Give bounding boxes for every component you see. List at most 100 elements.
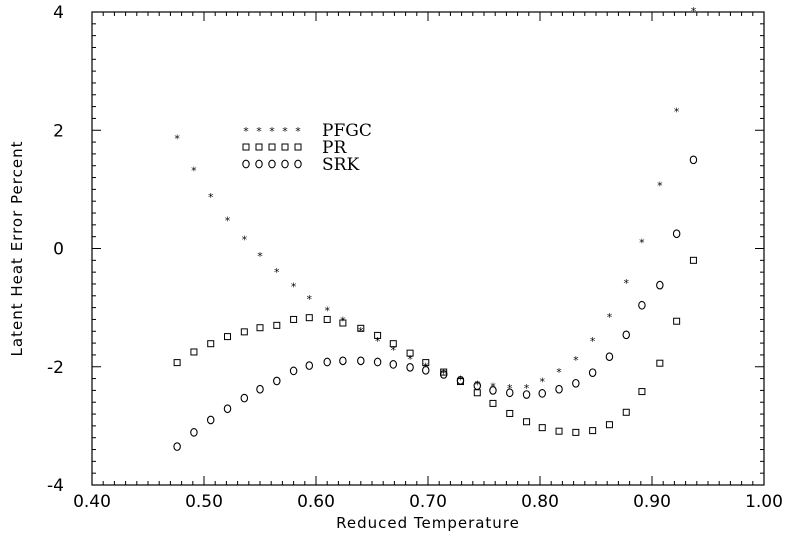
pr-point bbox=[489, 399, 497, 407]
x-axis-title: Reduced Temperature bbox=[336, 514, 520, 532]
legend-marker bbox=[242, 159, 250, 169]
srk-point bbox=[305, 361, 314, 370]
x-tick-label: 0.50 bbox=[185, 492, 223, 512]
pr-point bbox=[240, 328, 248, 336]
srk-point bbox=[240, 393, 249, 403]
plot-frame bbox=[91, 11, 765, 486]
pfgc-point: * bbox=[291, 281, 297, 294]
pfgc-point: * bbox=[191, 164, 197, 177]
pr-point bbox=[406, 349, 414, 357]
pr-point bbox=[256, 324, 264, 332]
plot-border bbox=[91, 11, 765, 486]
pr-point bbox=[374, 331, 382, 339]
pr-point bbox=[605, 421, 613, 429]
pr-point bbox=[689, 256, 697, 264]
pr-point bbox=[422, 359, 430, 367]
pfgc-point: * bbox=[524, 382, 530, 395]
legend-entry-srk: SRK bbox=[242, 155, 359, 175]
series-srk bbox=[173, 155, 698, 451]
data-layer: * * * * * * * * * * * * * * * * * * * * * * * * * * * * * * * * bbox=[173, 5, 698, 451]
legend-marker bbox=[268, 143, 276, 151]
legend-marker bbox=[281, 159, 289, 169]
pr-point bbox=[305, 314, 313, 322]
y-tick-label: 2 bbox=[53, 121, 64, 141]
legend-marker bbox=[255, 143, 263, 151]
pr-point bbox=[224, 333, 232, 341]
legend-marker: * bbox=[282, 125, 288, 138]
srk-point bbox=[289, 366, 298, 376]
srk-point bbox=[373, 357, 382, 367]
pr-point bbox=[589, 427, 597, 435]
pr-point bbox=[673, 317, 681, 325]
pr-point bbox=[622, 408, 630, 416]
pfgc-point: * bbox=[458, 374, 464, 387]
pr-point bbox=[638, 388, 646, 396]
pfgc-point: * bbox=[242, 233, 248, 246]
srk-point bbox=[605, 352, 614, 362]
srk-point bbox=[656, 280, 664, 290]
legend-marker: * bbox=[269, 125, 275, 138]
x-tick-label: 0.90 bbox=[633, 492, 671, 512]
srk-point bbox=[572, 378, 580, 388]
srk-point bbox=[223, 404, 232, 414]
srk-point bbox=[473, 381, 482, 391]
legend-marker bbox=[294, 143, 302, 151]
legend-label: SRK bbox=[322, 155, 359, 175]
legend-marker: * bbox=[295, 125, 301, 138]
x-tick-label: 0.70 bbox=[409, 492, 447, 512]
pr-point bbox=[656, 359, 664, 367]
srk-point bbox=[538, 389, 546, 398]
pfgc-point: * bbox=[208, 191, 214, 204]
legend-marker: * bbox=[256, 125, 262, 138]
legend-marker bbox=[294, 159, 302, 169]
pfgc-point: * bbox=[539, 375, 545, 388]
srk-point bbox=[173, 442, 181, 451]
pfgc-point: * bbox=[639, 236, 645, 249]
legend-marker bbox=[242, 143, 250, 151]
pfgc-point: * bbox=[375, 335, 381, 348]
legend-entry-pfgc: * * * * * PFGC bbox=[243, 121, 372, 141]
srk-point bbox=[672, 229, 681, 239]
legend-marker bbox=[268, 159, 276, 169]
srk-point bbox=[588, 368, 597, 378]
y-axis: -4 -2 0 2 4 bbox=[47, 3, 764, 496]
legend-label: PR bbox=[322, 138, 347, 158]
x-tick-label: 0.60 bbox=[297, 492, 335, 512]
srk-point bbox=[638, 300, 646, 310]
pr-point bbox=[357, 324, 365, 332]
y-tick-label: -4 bbox=[47, 476, 64, 496]
pr-point bbox=[523, 418, 531, 426]
x-tick-label: 0.80 bbox=[521, 492, 559, 512]
srk-point bbox=[506, 388, 514, 398]
srk-point bbox=[622, 330, 630, 340]
pr-point bbox=[339, 319, 347, 327]
srk-point bbox=[206, 415, 215, 425]
pfgc-point: * bbox=[307, 293, 313, 306]
pr-point bbox=[506, 409, 514, 417]
pfgc-point: * bbox=[607, 311, 613, 324]
pr-point bbox=[207, 340, 215, 348]
legend-entry-pr: PR bbox=[242, 138, 347, 158]
srk-point bbox=[357, 356, 365, 366]
x-tick-label: 0.40 bbox=[73, 492, 111, 512]
pr-point bbox=[389, 340, 397, 348]
pr-point bbox=[290, 315, 298, 323]
pfgc-point: * bbox=[691, 5, 697, 18]
srk-point bbox=[406, 362, 414, 372]
pfgc-point: * bbox=[274, 266, 280, 279]
x-tick-label: 1.00 bbox=[745, 492, 783, 512]
pfgc-point: * bbox=[225, 215, 231, 228]
pr-point bbox=[538, 424, 546, 432]
pr-point bbox=[273, 321, 281, 329]
pfgc-point: * bbox=[490, 381, 496, 394]
pfgc-point: * bbox=[573, 354, 579, 367]
srk-point bbox=[522, 390, 531, 399]
srk-point bbox=[323, 357, 331, 367]
y-tick-label: 0 bbox=[53, 240, 64, 260]
y-tick-label: 4 bbox=[53, 3, 64, 23]
pfgc-point: * bbox=[475, 378, 481, 391]
pfgc-point: * bbox=[441, 368, 447, 381]
srk-point bbox=[555, 384, 563, 394]
series-pfgc: * * * * * * * * * * * * * * * * * * * * * * * * * * * * * * * * bbox=[174, 5, 696, 395]
pr-point bbox=[555, 427, 563, 435]
